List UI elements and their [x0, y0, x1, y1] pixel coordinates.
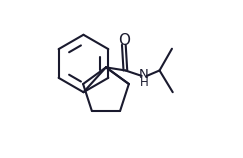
Text: N: N	[139, 68, 149, 81]
Text: O: O	[118, 33, 130, 49]
Text: H: H	[140, 76, 148, 89]
